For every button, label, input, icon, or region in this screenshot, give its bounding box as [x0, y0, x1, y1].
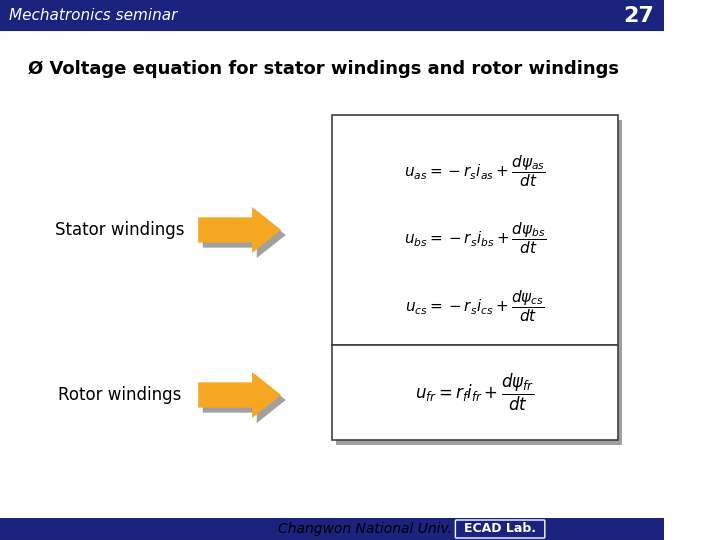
FancyArrow shape [203, 377, 286, 423]
Text: Stator windings: Stator windings [55, 221, 184, 239]
FancyBboxPatch shape [336, 350, 622, 445]
Bar [0, 0, 664, 30]
FancyArrow shape [198, 372, 282, 418]
FancyBboxPatch shape [456, 520, 545, 538]
FancyArrow shape [198, 207, 282, 253]
FancyArrow shape [203, 212, 286, 258]
FancyBboxPatch shape [332, 115, 618, 345]
Text: Rotor windings: Rotor windings [58, 386, 181, 404]
Text: 27: 27 [624, 6, 654, 26]
FancyBboxPatch shape [332, 345, 618, 440]
Text: $u_{bs} = -r_s i_{bs} + \dfrac{d\psi_{bs}}{dt}$: $u_{bs} = -r_s i_{bs} + \dfrac{d\psi_{bs… [403, 220, 546, 256]
Text: $u_{fr} = r_f i_{fr} + \dfrac{d\psi_{fr}}{dt}$: $u_{fr} = r_f i_{fr} + \dfrac{d\psi_{fr}… [415, 372, 534, 413]
Text: ECAD Lab.: ECAD Lab. [464, 523, 536, 536]
Text: Mechatronics seminar: Mechatronics seminar [9, 9, 178, 24]
Text: $u_{as} = -r_s i_{as} + \dfrac{d\psi_{as}}{dt}$: $u_{as} = -r_s i_{as} + \dfrac{d\psi_{as… [404, 153, 546, 189]
Bar [0, 518, 664, 540]
Text: Ø Voltage equation for stator windings and rotor windings: Ø Voltage equation for stator windings a… [27, 60, 618, 78]
FancyBboxPatch shape [336, 120, 622, 350]
Text: $u_{cs} = -r_s i_{cs} + \dfrac{d\psi_{cs}}{dt}$: $u_{cs} = -r_s i_{cs} + \dfrac{d\psi_{cs… [405, 288, 544, 324]
Text: Changwon National Univ.: Changwon National Univ. [278, 522, 451, 536]
